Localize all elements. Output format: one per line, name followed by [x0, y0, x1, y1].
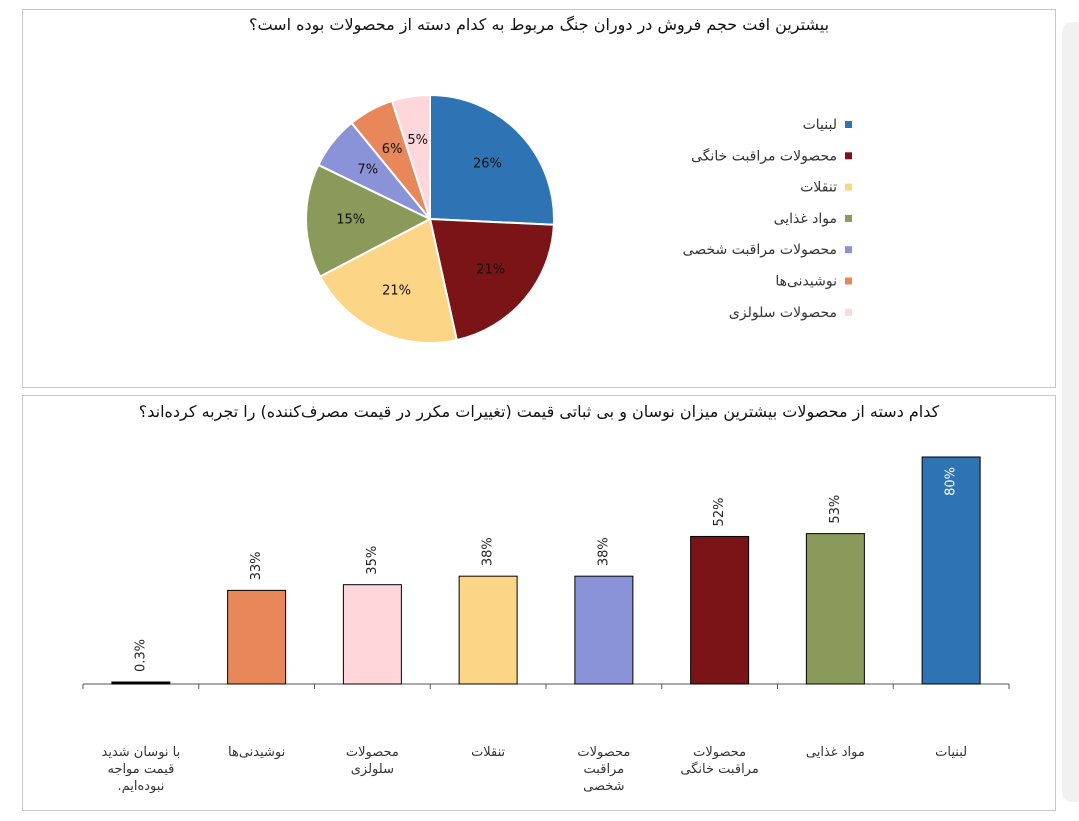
bar: [342, 584, 402, 685]
bar: [921, 456, 981, 685]
legend-swatch: [845, 308, 852, 316]
x-category-label: محصولات مراقبت خانگی: [680, 745, 759, 777]
bar: [227, 589, 287, 685]
x-category-label: محصولات مراقبت شخصی: [577, 745, 631, 794]
legend-swatch: [845, 183, 852, 191]
bar-data-label: 52%: [712, 498, 727, 527]
legend-swatch: [845, 277, 852, 285]
pie-slice: [428, 217, 555, 342]
x-category-label: نوشیدنی‌ها: [228, 745, 286, 760]
legend-entry: نوشیدنی‌ها: [775, 274, 837, 290]
pie-slice: [318, 217, 458, 344]
pie-chart-panel: بیشترین افت حجم فروش در دوران جنگ مربوط …: [22, 9, 1056, 388]
bar-data-label: 38%: [481, 537, 496, 566]
bar-data-label: 80%: [944, 467, 959, 496]
bar-data-label: 0.3%: [133, 639, 148, 672]
x-category-label: محصولات سلولزی: [345, 745, 399, 777]
pie-slice: [429, 93, 555, 226]
legend-entry: محصولات مراقبت شخصی: [683, 242, 837, 258]
bar: [690, 535, 750, 685]
pie-data-label: 5%: [407, 133, 428, 148]
legend-swatch: [845, 214, 852, 222]
bar-data-label: 35%: [365, 546, 380, 575]
bar-data-label: 38%: [596, 537, 611, 566]
legend-entry: تنقلات: [800, 180, 837, 196]
pie-chart-title: بیشترین افت حجم فروش در دوران جنگ مربوط …: [248, 15, 830, 34]
legend-entry: محصولات سلولزی: [729, 305, 837, 321]
bar-chart: 0.3% با نوسان شدید قیمت مواجه نبوده‌ایم. 3…: [82, 456, 1010, 794]
x-category-label: تنقلات: [471, 745, 506, 760]
pie-chart: 26% 21% 21% 15% 7% 6% 5% لبنیات محصولات مراقبت خ…: [305, 93, 852, 344]
legend-entry: لبنیات: [803, 117, 837, 133]
bar: [574, 575, 634, 685]
bar-data-label: 33%: [249, 551, 264, 580]
bar: [805, 533, 865, 685]
pie-data-label: 26%: [473, 157, 502, 172]
x-category-label: مواد غذایی: [805, 745, 865, 760]
bar-chart-panel: کدام دسته از محصولات بیشترین میزان نوسان…: [22, 395, 1056, 811]
pie-slice: [390, 93, 431, 220]
pie-data-label: 6%: [382, 142, 403, 157]
pie-data-label: 7%: [357, 162, 378, 177]
bar: [458, 575, 518, 685]
legend-swatch: [845, 152, 852, 160]
pie-data-label: 15%: [336, 213, 365, 228]
pie-data-label: 21%: [476, 263, 505, 278]
side-panel-strip: [1062, 22, 1079, 802]
x-category-label: لبنیات: [935, 745, 968, 760]
bar-chart-title: کدام دسته از محصولات بیشترین میزان نوسان…: [138, 402, 940, 421]
legend-swatch: [845, 121, 852, 128]
bar: [111, 681, 171, 685]
legend-entry: مواد غذایی: [774, 211, 837, 227]
x-category-label: با نوسان شدید قیمت مواجه نبوده‌ایم.: [101, 745, 181, 794]
pie-data-label: 21%: [382, 283, 411, 298]
legend-swatch: [845, 246, 852, 254]
legend-entry: محصولات مراقبت خانگی: [691, 147, 837, 164]
bar-data-label: 53%: [828, 495, 843, 524]
pie-slice: [305, 163, 433, 278]
